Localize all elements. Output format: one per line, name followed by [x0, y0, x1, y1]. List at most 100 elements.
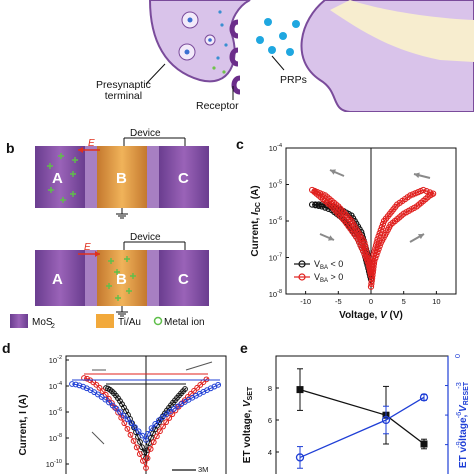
region-a-top: A [52, 170, 63, 187]
data-point [203, 376, 210, 383]
synapse-illustration [145, 0, 474, 112]
x-tick-label: 0 [369, 297, 373, 306]
x-tick-label: 10 [432, 297, 440, 306]
data-point [132, 424, 138, 431]
device-legend: MoS 2 Ti/Au Metal ion [10, 314, 205, 330]
y-right-tick-label: 0 [453, 354, 462, 358]
device-label-bottom: Device [130, 232, 161, 243]
data-point [379, 220, 387, 228]
data-point [420, 440, 428, 448]
data-point [360, 247, 367, 255]
device-schematic: Device A B C E Device A B C [10, 128, 209, 330]
data-point [93, 381, 100, 388]
legend-tiau: Ti/Au [118, 317, 141, 328]
data-point [163, 419, 170, 426]
y-axis-title: Current, IDC (A) [250, 185, 262, 256]
data-point [72, 381, 79, 388]
x-tick-label: -10 [300, 297, 311, 306]
region-a-bottom: A [52, 271, 63, 288]
y-tick-label: 10-2 [49, 355, 62, 365]
receptor-shape [229, 47, 239, 67]
data-point [354, 236, 362, 243]
receptor-shape [229, 19, 239, 39]
y-tick-label: 10-5 [269, 180, 282, 190]
y-tick-label: 10-6 [269, 216, 282, 226]
data-point [159, 414, 166, 421]
neurotransmitters [216, 10, 228, 60]
receptor-shape [231, 75, 241, 95]
y-tick-label: 10-10 [46, 459, 62, 469]
y-left-title: ET voltage, VSET [242, 386, 254, 463]
data-point [419, 393, 429, 402]
data-point [139, 432, 146, 439]
panel-e-letter: e [240, 340, 248, 356]
y-tick-label: 4 [268, 448, 272, 457]
data-point [157, 428, 163, 435]
arrow-head [414, 172, 420, 179]
data-point [98, 394, 105, 400]
legend-ion: Metal ion [164, 317, 205, 328]
data-point [144, 447, 150, 454]
x-axis-title: Voltage, V (V) [339, 310, 403, 321]
data-point [124, 416, 131, 423]
data-point [377, 226, 384, 234]
y-tick-label: 10-7 [269, 253, 282, 263]
data-point [295, 453, 305, 462]
data-point [182, 386, 188, 392]
data-point [144, 430, 151, 437]
data-point [194, 384, 201, 391]
svg-text:2: 2 [51, 323, 55, 330]
data-point [370, 251, 377, 258]
presynaptic-label: Presynaptic terminal [96, 79, 151, 102]
y-right-tick-label: -6 [454, 412, 463, 419]
data-point [426, 189, 433, 196]
data-point [135, 428, 142, 435]
data-point [378, 223, 386, 231]
data-point [96, 384, 103, 391]
data-point [372, 245, 379, 252]
data-point [312, 201, 319, 208]
data-point [429, 190, 437, 197]
prps [256, 18, 300, 56]
svg-text:E: E [88, 138, 95, 149]
panel-d-letter: d [2, 340, 11, 356]
annotation-label: 3M [198, 465, 208, 474]
data-point [371, 248, 378, 255]
direction-arrow [91, 431, 105, 445]
data-point [113, 405, 120, 412]
legend-marker [298, 260, 306, 268]
iv-chart: -10 -5 0 5 10 10-8 10-7 10-6 10-5 10-4 Voltage, V … [250, 143, 457, 321]
data-point [423, 188, 430, 195]
data-point [76, 382, 83, 389]
data-point [144, 455, 151, 462]
data-point [121, 420, 128, 427]
data-point [166, 415, 173, 421]
data-point [139, 444, 145, 451]
data-point [99, 388, 106, 395]
data-point [109, 402, 116, 409]
data-point [375, 233, 382, 240]
direction-arrow [185, 361, 213, 371]
data-point [381, 415, 391, 425]
data-point [367, 269, 374, 277]
data-point [366, 267, 374, 274]
data-point [309, 201, 316, 208]
data-point [156, 417, 162, 424]
data-point [69, 381, 75, 387]
x-tick-label: 5 [402, 297, 406, 306]
y-tick-label: 10-8 [49, 433, 62, 443]
series-line [299, 396, 425, 459]
current-chart: 10-2 10-4 10-6 10-8 10-10 Current, I (A) 3M [18, 355, 227, 474]
data-point [137, 439, 143, 445]
device-top: Device A B C E [35, 128, 209, 219]
data-point [315, 201, 322, 208]
panel-b-letter: b [6, 140, 15, 156]
data-point [191, 387, 197, 394]
data-point [140, 458, 146, 464]
data-point [153, 433, 160, 440]
legend-entry: VBA < 0 [314, 259, 343, 271]
data-point [163, 411, 170, 418]
data-point [124, 425, 131, 432]
legend-mos2: MoS [32, 317, 53, 328]
data-point [215, 381, 222, 388]
